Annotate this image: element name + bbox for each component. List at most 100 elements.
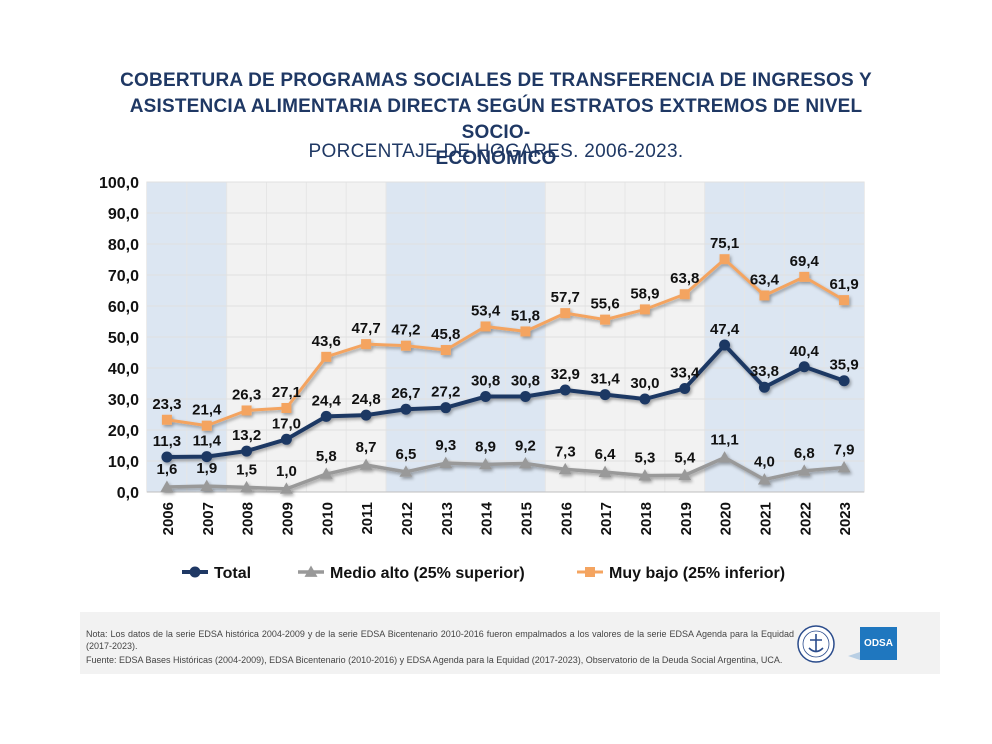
data-point bbox=[321, 351, 332, 362]
data-label: 24,4 bbox=[312, 392, 342, 409]
data-label: 30,8 bbox=[511, 373, 540, 390]
legend-label: Total bbox=[214, 565, 251, 582]
data-label: 6,5 bbox=[395, 446, 416, 463]
data-point bbox=[639, 393, 651, 405]
data-point bbox=[360, 409, 372, 421]
data-label: 61,9 bbox=[829, 276, 858, 293]
data-point bbox=[518, 456, 532, 469]
data-label: 7,9 bbox=[834, 442, 855, 459]
data-point bbox=[679, 382, 691, 394]
y-tick-label: 30,0 bbox=[108, 392, 139, 409]
data-point bbox=[359, 458, 373, 470]
data-label: 11,4 bbox=[193, 433, 222, 450]
y-tick-label: 60,0 bbox=[108, 299, 139, 316]
data-point bbox=[201, 420, 212, 431]
data-point bbox=[719, 339, 731, 351]
data-point bbox=[320, 410, 332, 422]
data-point bbox=[560, 308, 571, 319]
data-label: 11,3 bbox=[153, 433, 181, 450]
y-tick-label: 0,0 bbox=[117, 485, 139, 502]
data-label: 11,1 bbox=[710, 432, 738, 449]
legend-label: Muy bajo (25% inferior) bbox=[609, 565, 785, 582]
data-label: 47,4 bbox=[710, 321, 740, 338]
data-point bbox=[638, 469, 652, 481]
data-label: 75,1 bbox=[710, 235, 739, 252]
data-point bbox=[797, 464, 811, 476]
data-label: 40,4 bbox=[790, 343, 820, 360]
data-label: 26,7 bbox=[391, 385, 420, 402]
data-point bbox=[160, 480, 174, 492]
data-label: 7,3 bbox=[555, 443, 576, 460]
x-tick-label: 2013 bbox=[439, 502, 456, 535]
data-label: 47,7 bbox=[351, 320, 380, 337]
series-1 bbox=[160, 451, 851, 494]
data-label: 63,8 bbox=[670, 270, 699, 287]
data-point bbox=[837, 461, 851, 473]
data-point bbox=[479, 457, 493, 470]
data-point bbox=[281, 402, 292, 413]
data-label: 30,8 bbox=[471, 373, 500, 390]
legend-marker bbox=[585, 567, 595, 577]
x-tick-label: 2007 bbox=[200, 502, 217, 535]
data-label: 58,9 bbox=[630, 285, 659, 302]
footer-panel bbox=[80, 612, 940, 674]
data-point bbox=[679, 289, 690, 300]
legend-marker bbox=[304, 565, 318, 577]
data-label: 6,8 bbox=[794, 445, 815, 462]
data-point bbox=[319, 467, 333, 479]
uca-seal-icon bbox=[797, 625, 835, 663]
data-point bbox=[639, 304, 650, 315]
y-tick-label: 50,0 bbox=[108, 330, 139, 347]
data-point bbox=[599, 389, 611, 401]
x-tick-label: 2011 bbox=[359, 502, 376, 535]
data-label: 1,5 bbox=[236, 461, 257, 478]
data-point bbox=[361, 339, 372, 350]
data-label: 26,3 bbox=[232, 386, 261, 403]
series-2 bbox=[161, 254, 850, 431]
data-label: 5,8 bbox=[316, 448, 337, 465]
data-point bbox=[439, 456, 453, 469]
series-line bbox=[166, 455, 845, 491]
x-tick-label: 2006 bbox=[160, 502, 177, 535]
data-label: 17,0 bbox=[272, 415, 301, 432]
legend-label: Medio alto (25% superior) bbox=[330, 565, 525, 582]
title-line-1: COBERTURA DE PROGRAMAS SOCIALES DE TRANS… bbox=[120, 70, 872, 91]
data-label: 69,4 bbox=[790, 253, 820, 270]
data-label: 6,4 bbox=[595, 446, 617, 463]
x-tick-label: 2009 bbox=[279, 502, 296, 535]
x-tick-label: 2010 bbox=[319, 502, 336, 535]
data-point bbox=[480, 391, 492, 403]
data-point bbox=[241, 445, 253, 457]
data-point bbox=[279, 482, 293, 494]
title-line-2: ASISTENCIA ALIMENTARIA DIRECTA SEGÚN EST… bbox=[129, 96, 863, 143]
data-label: 33,8 bbox=[750, 363, 779, 380]
data-label: 51,8 bbox=[511, 307, 540, 324]
data-point bbox=[241, 405, 252, 416]
x-tick-label: 2022 bbox=[797, 502, 814, 535]
series-0 bbox=[161, 339, 850, 463]
legend-marker bbox=[189, 566, 201, 578]
data-label: 4,0 bbox=[754, 454, 775, 471]
data-label: 8,7 bbox=[356, 439, 377, 456]
data-label: 1,6 bbox=[156, 461, 177, 478]
x-tick-label: 2015 bbox=[518, 502, 535, 535]
y-tick-label: 20,0 bbox=[108, 423, 139, 440]
data-label: 9,3 bbox=[435, 437, 456, 454]
data-point bbox=[240, 480, 254, 493]
x-tick-label: 2021 bbox=[757, 502, 774, 535]
data-point bbox=[519, 391, 531, 403]
data-label: 32,9 bbox=[551, 366, 580, 383]
data-point bbox=[440, 402, 452, 414]
data-point bbox=[559, 384, 571, 396]
data-label: 8,9 bbox=[475, 438, 496, 455]
data-label: 1,9 bbox=[196, 460, 217, 477]
data-point bbox=[520, 326, 531, 337]
data-point bbox=[280, 433, 292, 445]
data-point bbox=[798, 361, 810, 373]
series-line bbox=[166, 257, 845, 428]
series-line bbox=[166, 343, 845, 459]
data-label: 43,6 bbox=[312, 333, 341, 350]
y-tick-label: 80,0 bbox=[108, 237, 139, 254]
data-point bbox=[838, 375, 850, 387]
